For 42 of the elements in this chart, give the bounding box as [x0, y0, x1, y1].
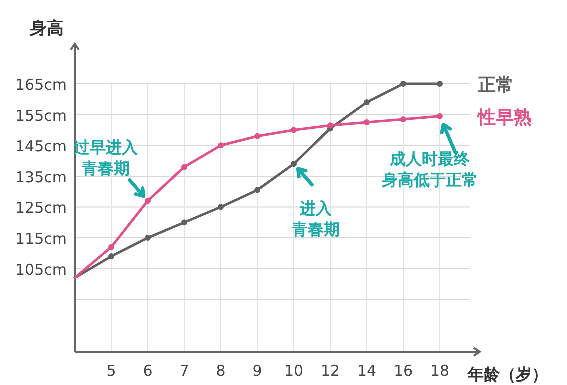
point: [182, 164, 188, 170]
point: [254, 187, 260, 194]
series-label: 性早熟: [477, 107, 532, 128]
y-tick-label: 125cm: [16, 199, 67, 218]
point: [437, 81, 443, 88]
x-tick-label: 14: [357, 362, 377, 380]
point: [400, 116, 406, 122]
point: [218, 204, 224, 210]
point: [145, 235, 151, 242]
point: [145, 198, 151, 204]
point: [291, 161, 297, 168]
y-tick-label: 165cm: [16, 76, 67, 94]
y-tick-label: 155cm: [16, 106, 67, 125]
y-tick-label: 135cm: [16, 168, 67, 186]
x-axis-title: 年龄（岁）: [467, 365, 548, 384]
x-tick-label: 6: [143, 362, 153, 380]
x-tick-label: 9: [252, 362, 262, 380]
point: [364, 100, 370, 106]
point: [182, 220, 188, 226]
x-tick-label: 8: [216, 362, 226, 380]
x-tick-label: 18: [430, 362, 450, 380]
x-tick-label: 12: [320, 362, 340, 380]
annotation: 成人时最终身高低于正常: [381, 149, 478, 190]
point: [437, 113, 443, 120]
point: [108, 254, 114, 260]
x-tick-label: 10: [284, 362, 304, 380]
series-label: 正常: [477, 75, 514, 96]
point: [108, 244, 114, 250]
y-tick-label: 145cm: [16, 138, 67, 156]
point: [400, 81, 406, 88]
y-axis-title: 身高: [29, 19, 64, 39]
point: [291, 127, 297, 134]
point: [218, 142, 224, 149]
y-tick-label: 115cm: [16, 230, 67, 248]
annotation: 进入青春期: [291, 199, 340, 240]
x-tick-label: 7: [180, 362, 190, 380]
point: [364, 120, 370, 126]
point: [328, 122, 334, 129]
y-tick-label: 105cm: [16, 260, 67, 279]
x-tick-label: 5: [106, 362, 116, 380]
point: [254, 133, 260, 140]
x-tick-label: 16: [394, 362, 414, 380]
